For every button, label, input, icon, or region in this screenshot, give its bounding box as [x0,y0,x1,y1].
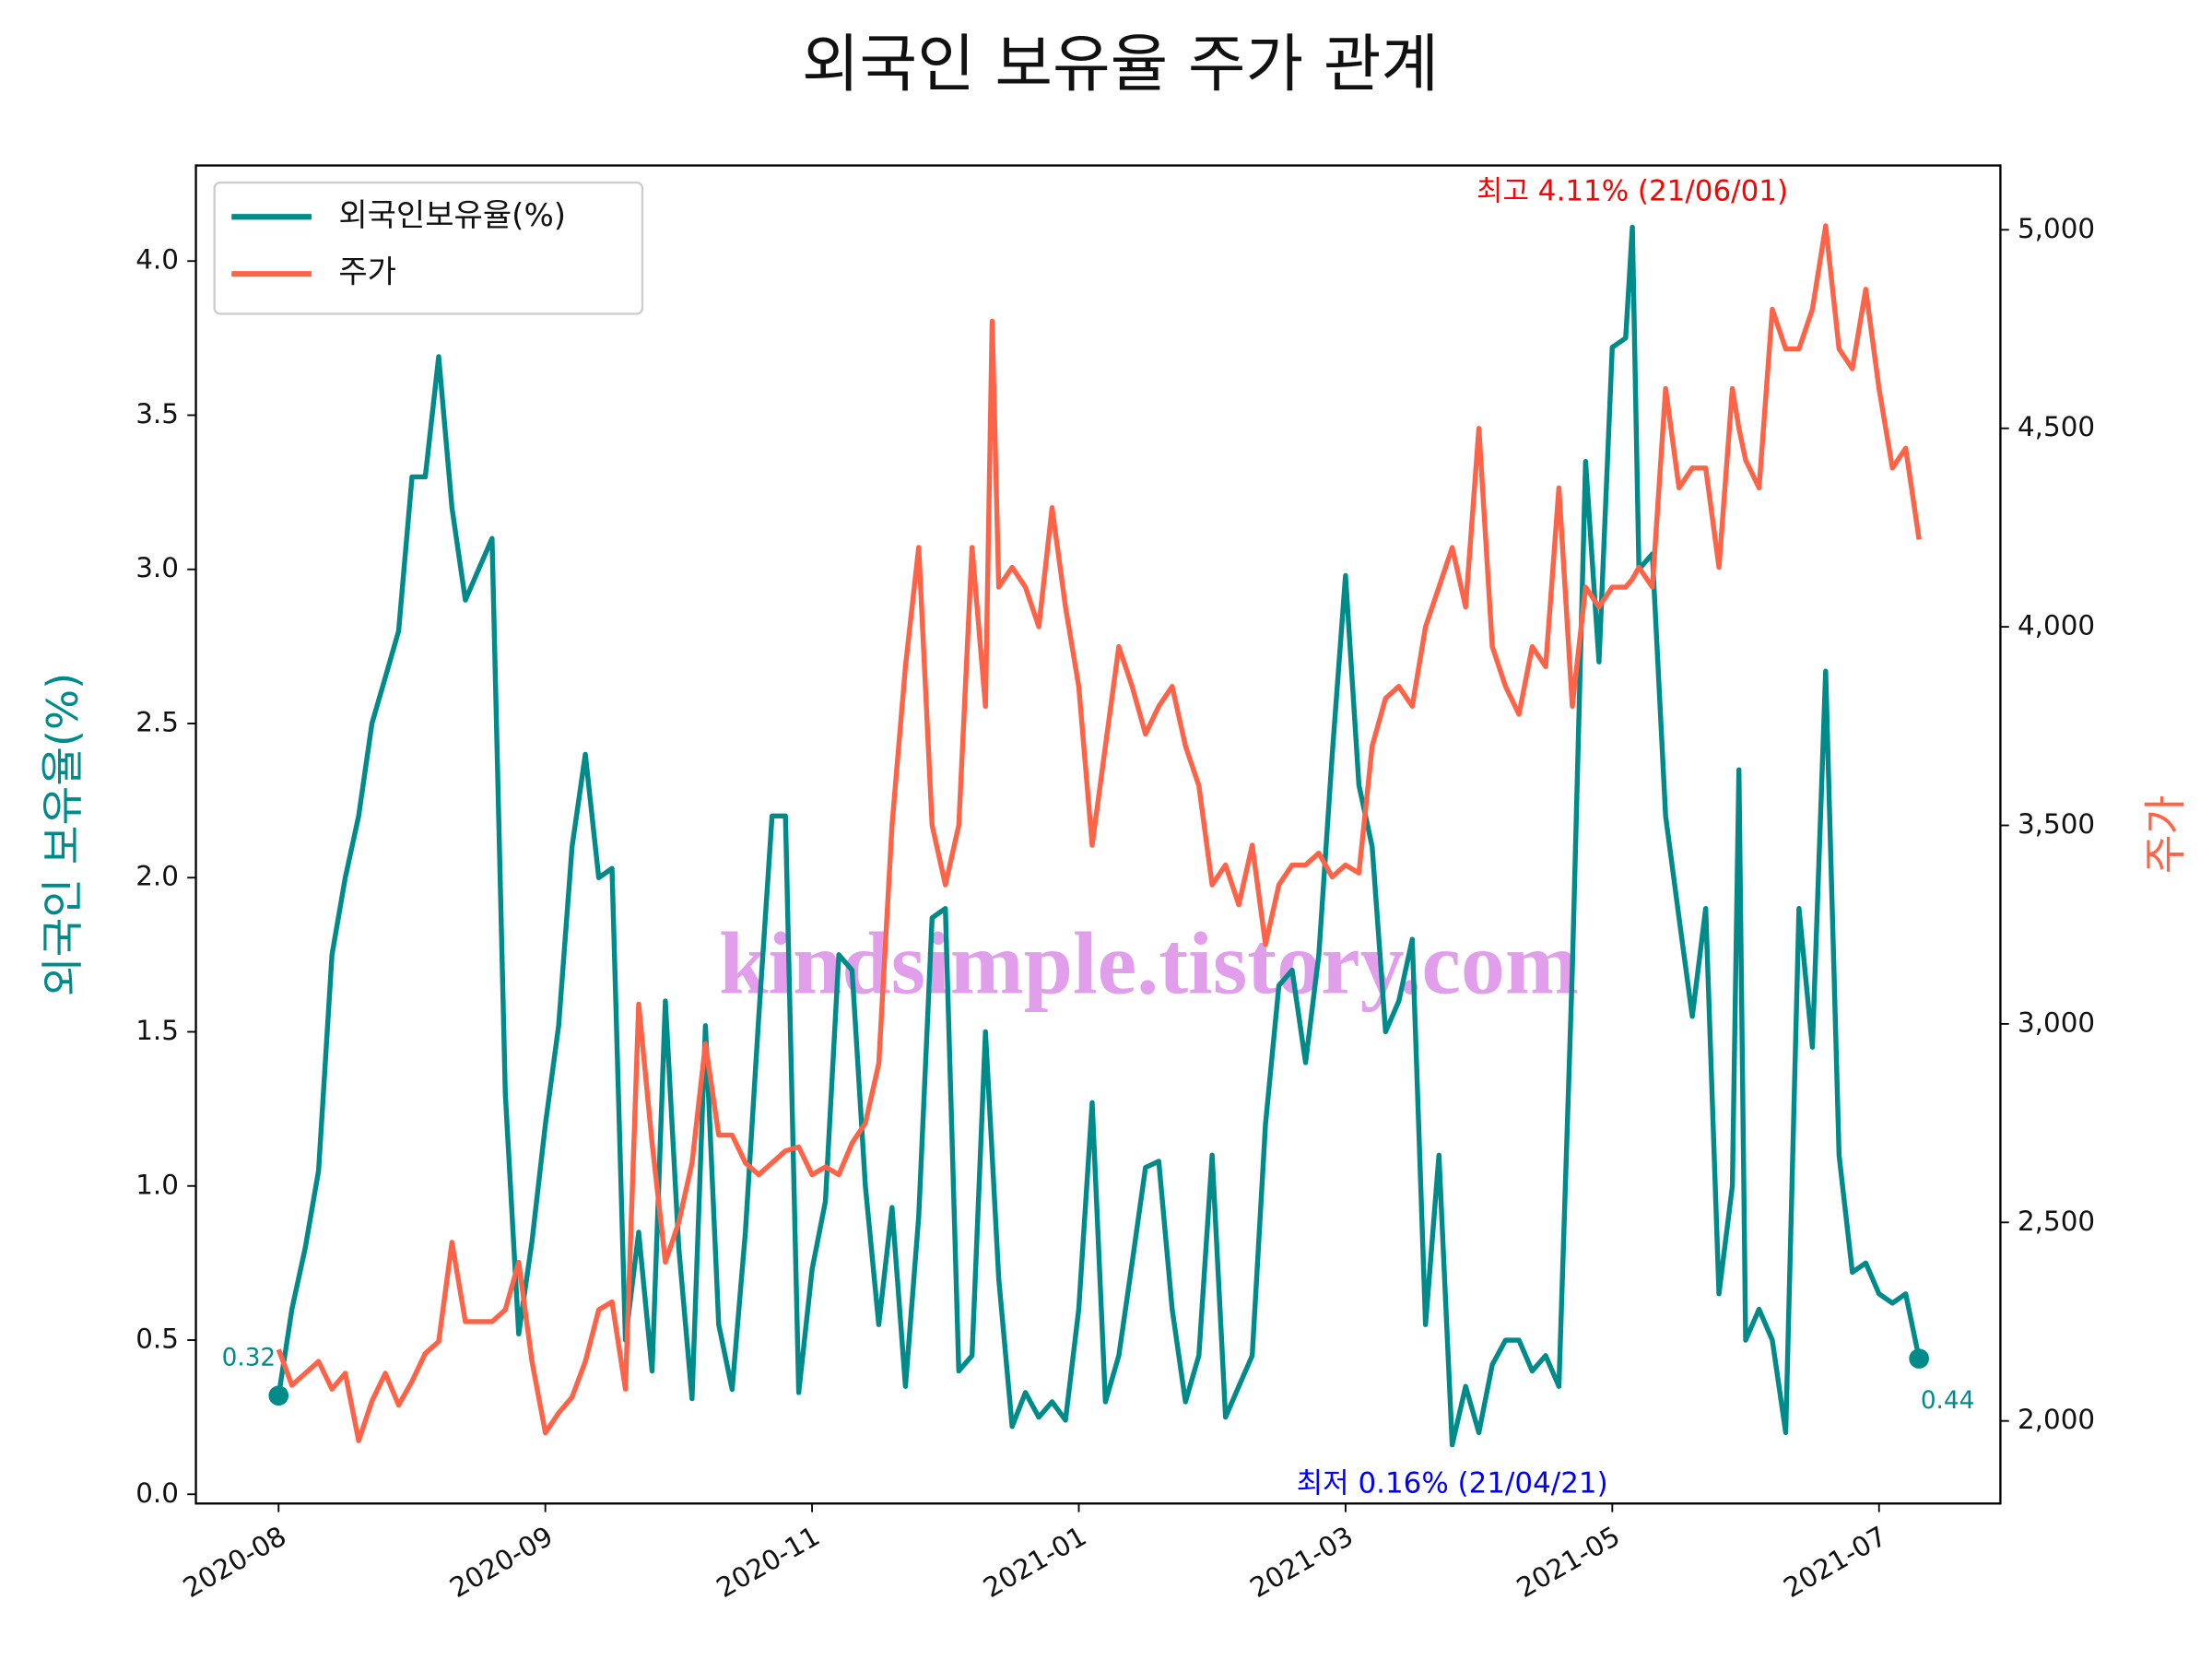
y-tick-label: 0.0 [135,1477,179,1509]
y-tick-label: 2.5 [135,706,179,737]
max-annotation: 최고 4.11% (21/06/01) [1477,174,1788,207]
chart-title: 외국인 보유율 주가 관계 [802,29,1439,101]
y2-tick-label: 5,000 [2018,213,2095,244]
y-tick-label: 1.0 [135,1169,179,1200]
y2-axis-label: 주가 [2141,795,2191,874]
end-point [1909,1348,1929,1369]
y2-tick-label: 3,000 [2018,1006,2095,1038]
y-axis-label: 외국인 보유율(%) [38,673,88,996]
y-tick-label: 3.5 [135,398,179,429]
y2-tick-label: 3,500 [2018,808,2095,840]
y2-tick-label: 4,000 [2018,610,2095,641]
series-line [276,223,1922,1443]
legend-label: 주가 [338,254,396,291]
plot-frame [194,164,2002,1505]
y2-tick-label: 4,500 [2018,411,2095,442]
y-tick-label: 0.5 [135,1324,179,1355]
y2-tick-label: 2,500 [2018,1206,2095,1237]
start-point [268,1385,289,1406]
legend-box [213,181,644,315]
end-label: 0.44 [1921,1387,1975,1415]
start-label: 0.32 [222,1344,276,1371]
y-tick-label: 1.5 [135,1015,179,1046]
y-tick-label: 2.0 [135,861,179,892]
y2-tick-label: 2,000 [2018,1404,2095,1435]
y-tick-label: 3.0 [135,552,179,583]
y-tick-label: 4.0 [135,244,179,276]
watermark: kindsimple.tistory.com [719,914,1579,1013]
min-annotation: 최저 0.16% (21/04/21) [1297,1467,1608,1500]
legend-label: 외국인보유율(%) [338,197,566,234]
